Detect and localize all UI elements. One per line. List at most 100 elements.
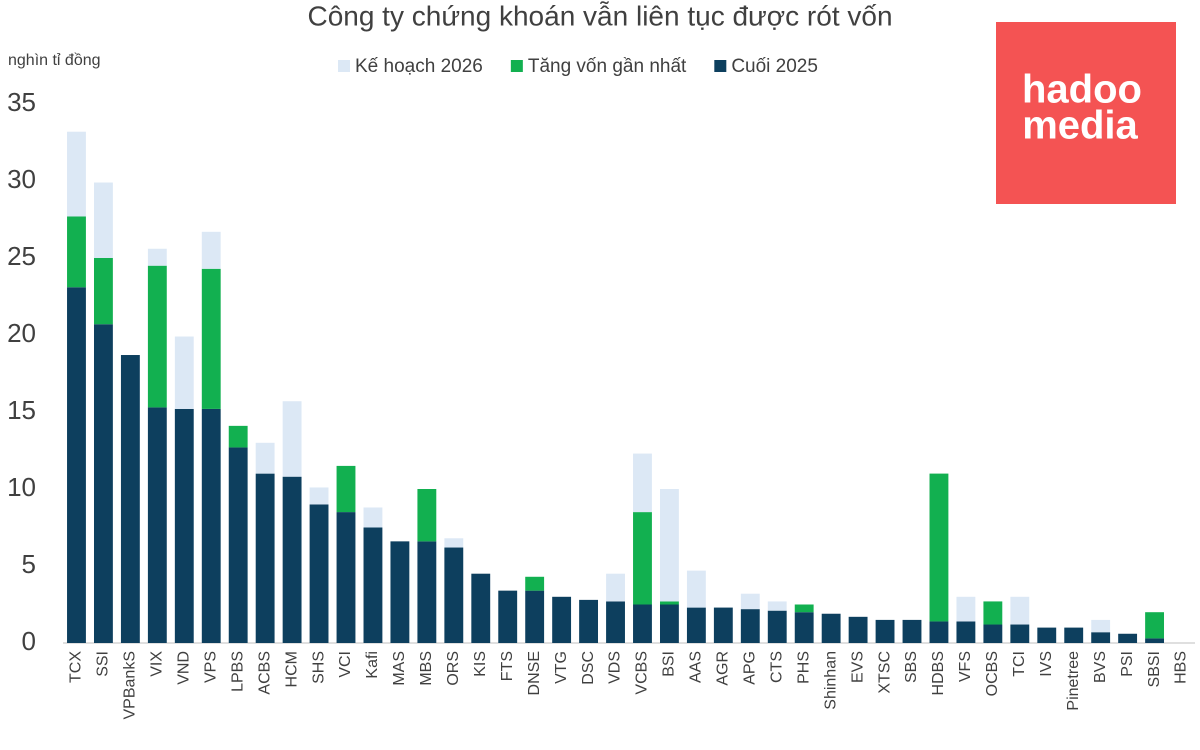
bar-segment	[821, 613, 841, 643]
bar-segment	[498, 590, 518, 643]
bar-segment	[659, 489, 679, 602]
bar-segment	[633, 453, 652, 513]
x-tick-label: KIS	[472, 651, 489, 677]
bar-segment	[525, 590, 545, 643]
x-tick-label: FTS	[499, 651, 516, 681]
x-tick-label: VIX	[149, 651, 166, 677]
bar-segment	[1145, 612, 1165, 639]
x-tick-label: VND	[176, 651, 193, 685]
bar-segment	[363, 527, 383, 643]
x-tick-label: TCI	[1011, 651, 1028, 677]
x-tick-label: MBS	[418, 651, 435, 686]
bar-segment	[983, 601, 1003, 625]
y-axis-label: nghìn tỉ đồng	[8, 52, 101, 69]
x-tick-label: SBSI	[1146, 651, 1163, 687]
legend-label: Tăng vốn gần nhất	[528, 56, 687, 77]
x-tick-label: APG	[742, 651, 759, 685]
bar-segment	[255, 442, 275, 474]
bar-segment	[93, 324, 113, 643]
legend-label: Cuối 2025	[731, 56, 818, 77]
x-tick-label: AAS	[688, 651, 705, 683]
y-tick-label: 15	[7, 395, 36, 425]
bar-segment	[713, 607, 733, 643]
bar-segment	[606, 573, 625, 602]
x-tick-label: HCM	[283, 651, 300, 687]
x-tick-label: DSC	[580, 651, 597, 685]
x-tick-label: VPBankS	[122, 651, 139, 719]
bar-segment	[552, 596, 572, 643]
y-tick-label: 20	[7, 318, 36, 348]
chart-title: Công ty chứng khoán vẫn liên tục được ró…	[307, 0, 892, 31]
x-tick-label: PSI	[1119, 651, 1136, 677]
x-tick-label: SHS	[310, 651, 327, 684]
bar-segment	[255, 473, 275, 643]
bar-segment	[983, 624, 1003, 643]
x-tick-label: BSI	[661, 651, 678, 677]
bar-segment	[1010, 596, 1030, 625]
x-tick-label: VCBS	[634, 651, 651, 695]
bar-segment	[201, 408, 221, 643]
bar-segment	[659, 601, 679, 605]
bar-segment	[390, 541, 410, 643]
x-tick-label: DNSE	[526, 651, 543, 695]
bar-segment	[67, 131, 86, 217]
x-tick-label: IVS	[1038, 651, 1055, 677]
bar-segment	[1118, 633, 1138, 643]
bar-segment	[767, 610, 787, 643]
y-tick-label: 30	[7, 164, 36, 194]
bar-segment	[686, 570, 706, 608]
bar-segment	[309, 504, 329, 643]
bar-segment	[309, 487, 329, 505]
bar-segment	[579, 599, 599, 643]
bar-segment	[444, 547, 464, 643]
x-tick-label: ACBS	[256, 651, 273, 695]
bar-segment	[1091, 632, 1111, 643]
bar-segment	[174, 336, 194, 409]
x-tick-label: HBS	[1173, 651, 1190, 684]
x-tick-label: BVS	[1092, 651, 1109, 683]
legend-swatch	[714, 60, 727, 72]
y-tick-label: 5	[22, 549, 36, 579]
bar-segment	[201, 268, 221, 409]
bar-segment	[67, 216, 86, 288]
bar-segment	[228, 447, 248, 643]
bar-segment	[767, 601, 787, 611]
x-tick-label: VFS	[957, 651, 974, 682]
x-tick-label: EVS	[849, 651, 866, 683]
bar-segment	[282, 476, 302, 643]
y-tick-label: 25	[7, 241, 36, 271]
bar-segment	[93, 258, 113, 325]
x-tick-label: Pinetree	[1065, 651, 1082, 711]
bar-segment	[848, 616, 868, 643]
bar-segment	[929, 621, 949, 643]
bar-segment	[1010, 624, 1030, 643]
bar-segment	[633, 604, 652, 643]
bar-segment	[282, 401, 302, 477]
bar-segment	[794, 612, 814, 643]
bar-segment	[956, 596, 976, 622]
logo-text: hadoo	[1022, 68, 1142, 112]
bar-segment	[147, 248, 167, 266]
y-tick-label: 0	[22, 626, 36, 656]
bar-segment	[444, 538, 464, 548]
y-tick-label: 35	[7, 87, 36, 117]
bar-segment	[120, 355, 140, 643]
bar-segment	[740, 609, 760, 643]
x-tick-label: HDBS	[930, 651, 947, 695]
bar-segment	[417, 489, 437, 542]
x-tick-label: Kafi	[364, 651, 381, 679]
x-tick-label: MAS	[391, 651, 408, 686]
bar-segment	[67, 287, 86, 643]
x-tick-label: LPBS	[229, 651, 246, 692]
x-tick-label: ORS	[445, 651, 462, 686]
legend-swatch	[338, 60, 350, 72]
logo-text: media	[1022, 104, 1138, 148]
x-tick-label: SSI	[95, 651, 112, 677]
x-tick-label: OCBS	[984, 651, 1001, 696]
bar-segment	[525, 576, 545, 591]
legend-swatch	[510, 60, 523, 72]
bar-segment	[929, 473, 949, 622]
bar-segment	[1037, 627, 1057, 643]
bar-segment	[1064, 627, 1084, 643]
